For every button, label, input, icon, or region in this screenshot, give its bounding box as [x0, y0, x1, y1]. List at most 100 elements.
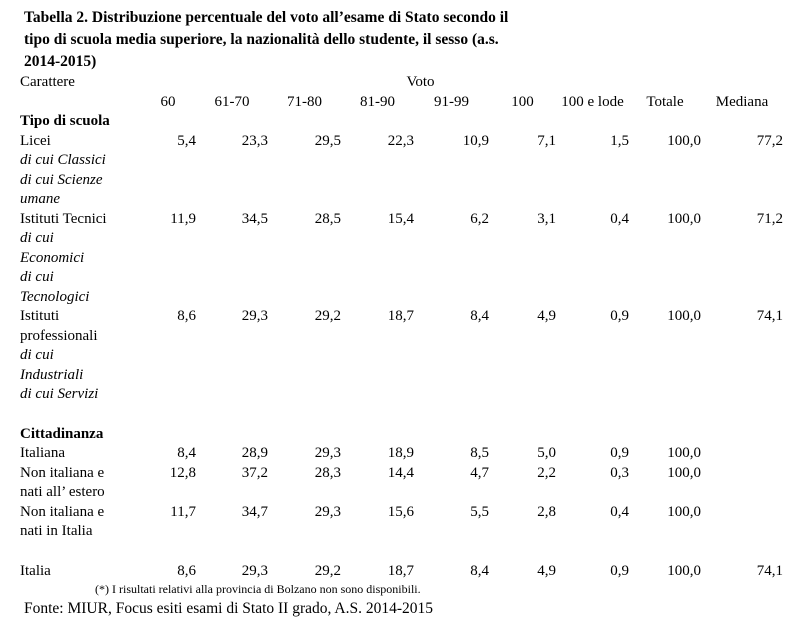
value-cell [556, 171, 629, 210]
value-cell [268, 229, 341, 268]
value-cell [196, 229, 268, 268]
value-cell [489, 171, 556, 210]
table-row: Non italiana e nati in Italia 11,7 34,7 29,… [20, 503, 783, 542]
value-cell: 34,5 [241, 210, 268, 227]
value-cell: 2,8 [537, 503, 556, 520]
value-cell [629, 229, 701, 268]
value-cell [701, 464, 783, 503]
value-cell: 0,4 [610, 210, 629, 227]
row-label: di cui Economici [20, 230, 85, 266]
value-cell [701, 151, 783, 171]
value-cell: 0,4 [610, 503, 629, 520]
value-cell [140, 151, 196, 171]
value-cell [341, 268, 414, 307]
distribution-table: Carattere Voto 60 61-70 71-80 81-90 91-99 100 10… [20, 73, 783, 581]
row-label: di cui Scienze umane [20, 171, 103, 208]
spacer-cell [20, 405, 783, 425]
value-cell: 100,0 [667, 503, 701, 520]
value-cell [556, 346, 629, 385]
value-cell: 0,3 [610, 464, 629, 481]
column-header: Totale [646, 93, 684, 110]
value-cell [341, 229, 414, 268]
table-row: di cui Industriali [20, 346, 783, 385]
row-label: Italiana [20, 445, 65, 461]
header-spacer-cell [701, 73, 783, 93]
row-label: di cui Tecnologici [20, 269, 90, 305]
column-header: 71-80 [287, 93, 322, 110]
row-label: Licei [20, 132, 51, 149]
value-cell [629, 151, 701, 171]
value-cell [489, 151, 556, 171]
value-cell: 100,0 [667, 464, 701, 481]
value-cell: 7,1 [537, 132, 556, 149]
value-cell: 15,4 [387, 210, 414, 227]
value-cell: 0,9 [610, 308, 629, 324]
row-label: di cui Servizi [20, 386, 99, 402]
value-cell [489, 385, 556, 405]
table-row: Licei 5,4 23,3 29,5 22,3 10,9 7,1 1,5 100,0 77,2 [20, 132, 783, 152]
value-cell: 4,7 [470, 464, 489, 481]
value-cell: 29,2 [314, 308, 341, 324]
value-cell: 12,8 [169, 464, 196, 481]
value-cell [701, 229, 783, 268]
row-label: Non italiana e nati all’ estero [20, 464, 105, 501]
value-cell: 74,1 [756, 562, 783, 579]
value-cell [489, 346, 556, 385]
value-cell [341, 346, 414, 385]
value-cell: 29,3 [314, 445, 341, 461]
value-cell: 15,6 [387, 503, 414, 520]
value-cell: 5,0 [537, 445, 556, 461]
value-cell [701, 444, 783, 464]
value-cell: 5,4 [177, 132, 196, 149]
value-cell [629, 385, 701, 405]
value-cell: 18,7 [387, 562, 414, 579]
value-cell: 29,2 [314, 562, 341, 579]
value-cell [489, 268, 556, 307]
value-cell: 2,2 [537, 464, 556, 481]
value-cell [629, 346, 701, 385]
value-cell: 4,9 [537, 562, 556, 579]
value-cell: 100,0 [667, 132, 701, 149]
table-row: Non italiana e nati all’ estero 12,8 37,2 2… [20, 464, 783, 503]
value-cell [341, 171, 414, 210]
value-cell: 22,3 [387, 132, 414, 149]
value-cell [414, 171, 489, 210]
value-cell [268, 151, 341, 171]
value-cell [701, 171, 783, 210]
value-cell [268, 346, 341, 385]
column-header: 91-99 [434, 93, 469, 110]
value-cell: 100,0 [667, 210, 701, 227]
value-cell: 11,9 [170, 210, 196, 227]
value-cell: 77,2 [756, 132, 783, 149]
value-cell [701, 503, 783, 542]
value-cell: 18,9 [387, 445, 414, 461]
table-row: Italiana 8,4 28,9 29,3 18,9 8,5 5,0 0,9 100,0 [20, 444, 783, 464]
value-cell: 18,7 [387, 308, 414, 324]
value-cell: 29,3 [241, 562, 268, 579]
column-header: 60 [160, 93, 176, 110]
value-cell [341, 385, 414, 405]
value-cell: 100,0 [667, 445, 701, 461]
column-header: 100 [511, 93, 534, 110]
table-row: di cui Scienze umane [20, 171, 783, 210]
value-cell: 37,2 [241, 464, 268, 481]
value-cell [268, 171, 341, 210]
value-cell: 0,9 [610, 445, 629, 461]
value-cell [556, 151, 629, 171]
value-cell [414, 268, 489, 307]
value-cell [629, 268, 701, 307]
value-cell: 34,7 [241, 503, 268, 520]
value-cell: 23,3 [241, 132, 268, 149]
value-cell: 11,7 [170, 503, 196, 520]
value-cell: 29,3 [241, 308, 268, 324]
value-cell: 28,9 [241, 445, 268, 461]
column-header: 100 e lode [561, 93, 624, 110]
column-header-row: 60 61-70 71-80 81-90 91-99 100 100 e lode Total… [20, 93, 783, 113]
value-cell: 100,0 [667, 562, 701, 579]
value-cell [414, 385, 489, 405]
value-cell: 28,3 [314, 464, 341, 481]
value-cell: 8,5 [470, 445, 489, 461]
value-cell [629, 171, 701, 210]
table-row: di cui Tecnologici [20, 268, 783, 307]
